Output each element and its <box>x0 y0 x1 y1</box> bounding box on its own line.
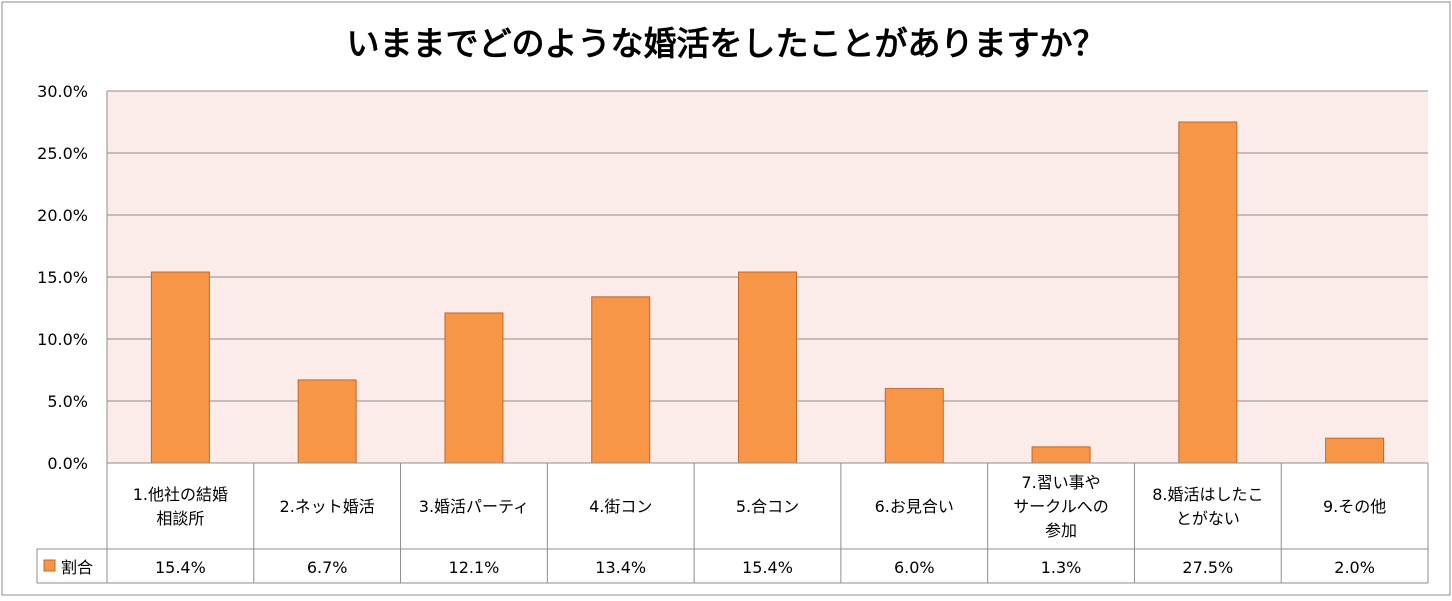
data-label: 15.4% <box>742 558 793 577</box>
x-category-label: 3.婚活パーティ <box>419 497 529 516</box>
bar <box>884 388 944 464</box>
bar <box>1178 121 1238 464</box>
data-label: 15.4% <box>155 558 206 577</box>
x-category-label: 1.他社の結婚 <box>133 485 228 504</box>
x-category-label: 参加 <box>1045 521 1077 540</box>
bar <box>297 379 357 464</box>
bar <box>444 312 504 464</box>
x-category-label: 9.その他 <box>1323 497 1386 516</box>
data-label: 12.1% <box>449 558 500 577</box>
data-label: 6.7% <box>307 558 348 577</box>
data-label: 13.4% <box>595 558 646 577</box>
x-category-label: 7.習い事や <box>1021 473 1100 492</box>
bar <box>738 271 797 464</box>
x-category-label: 2.ネット婚活 <box>280 497 375 516</box>
bar <box>591 296 651 464</box>
data-label: 2.0% <box>1334 558 1375 577</box>
y-tick-label: 15.0% <box>37 268 88 287</box>
bar <box>1031 446 1091 464</box>
data-label: 1.3% <box>1041 558 1082 577</box>
x-category-label: 8.婚活はしたこ <box>1152 485 1263 504</box>
y-tick-label: 30.0% <box>37 82 88 101</box>
y-tick-label: 5.0% <box>47 392 88 411</box>
x-category-label: 相談所 <box>156 509 204 528</box>
y-tick-label: 20.0% <box>37 206 88 225</box>
x-category-label: 5.合コン <box>736 497 799 516</box>
y-tick-label: 0.0% <box>47 454 88 473</box>
x-category-label: 6.お見合い <box>875 497 954 516</box>
legend-swatch <box>43 559 56 572</box>
bar <box>150 271 210 464</box>
y-tick-label: 10.0% <box>37 330 88 349</box>
x-category-label: 4.街コン <box>589 497 652 516</box>
bar <box>1325 437 1385 464</box>
chart-title: いままでどのような婚活をしたことがありますか？ <box>347 24 1106 63</box>
legend-label: 割合 <box>61 558 93 577</box>
x-category-label: とがない <box>1176 509 1240 528</box>
data-label: 27.5% <box>1182 558 1233 577</box>
y-tick-label: 25.0% <box>37 144 88 163</box>
data-label: 6.0% <box>894 558 935 577</box>
x-category-label: サークルへの <box>1013 497 1109 516</box>
